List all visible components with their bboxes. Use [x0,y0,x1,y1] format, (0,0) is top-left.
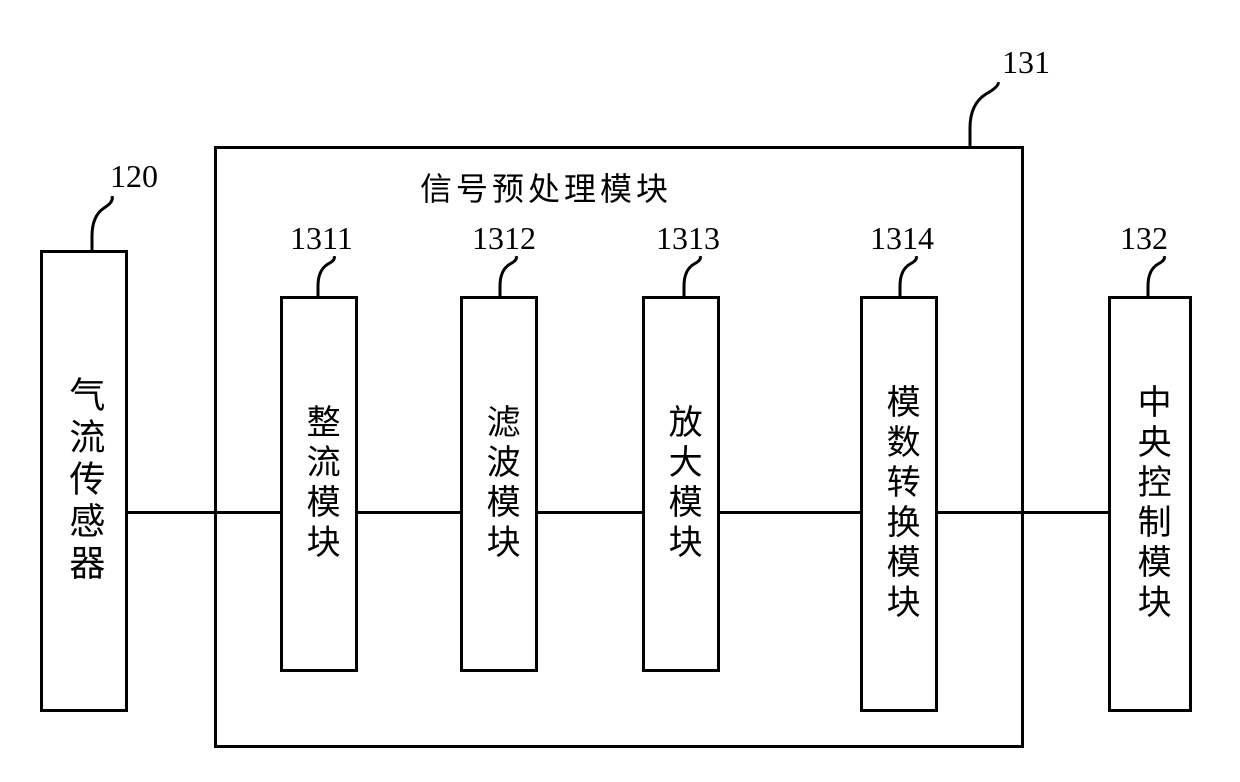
block-adc: 模数转换模块 [860,296,938,712]
connector [358,511,460,514]
block-amplifier: 放大模块 [642,296,720,672]
ref-label: 1314 [870,220,934,257]
ref-tick-icon [304,256,340,300]
block-controller-label: 中央控制模块 [1128,384,1172,624]
ref-tick-icon [486,256,522,300]
block-rectifier: 整流模块 [280,296,358,672]
container-title: 信号预处理模块 [420,164,672,210]
ref-tick-icon [1134,256,1170,300]
block-controller: 中央控制模块 [1108,296,1192,712]
connector [938,511,1108,514]
connector [538,511,642,514]
ref-label: 1312 [472,220,536,257]
connector [720,511,860,514]
block-filter-label: 滤波模块 [477,404,521,564]
ref-tick-icon [952,82,1008,150]
block-amplifier-label: 放大模块 [659,404,703,564]
block-filter: 滤波模块 [460,296,538,672]
ref-tick-icon [886,256,922,300]
ref-label: 131 [1002,44,1050,81]
ref-tick-icon [670,256,706,300]
block-sensor: 气流传感器 [40,250,128,712]
ref-tick-icon [78,196,118,254]
ref-label: 132 [1120,220,1168,257]
block-adc-label: 模数转换模块 [877,384,921,624]
connector [128,511,280,514]
block-sensor-label: 气流传感器 [61,376,108,586]
block-rectifier-label: 整流模块 [297,404,341,564]
ref-label: 1313 [656,220,720,257]
ref-label: 120 [110,158,158,195]
ref-label: 1311 [290,220,353,257]
